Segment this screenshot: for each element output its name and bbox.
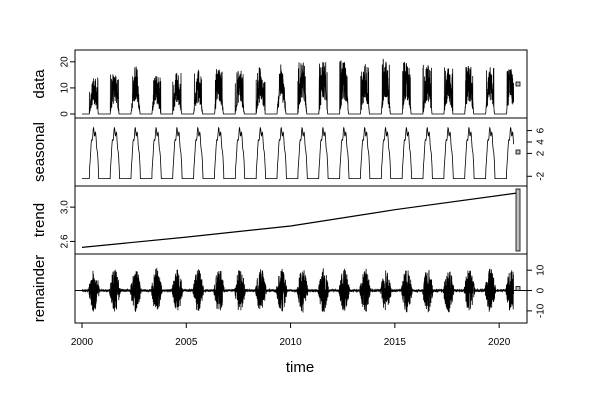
- panel-data: 0 10 20 data: [31, 49, 528, 119]
- y-tick-label-seasonal-2: 4: [536, 139, 547, 145]
- y-axis-trend: 2.6 3.0: [60, 200, 76, 248]
- y-tick-label-seasonal-3: 6: [536, 127, 547, 133]
- y-tick-label-trend-0: 2.6: [60, 234, 71, 248]
- y-tick-label-data-1: 10: [60, 82, 71, 94]
- panel-frame-trend: [74, 185, 528, 255]
- scale-bar-seasonal: [515, 149, 521, 155]
- y-tick-label-remainder-2: 10: [536, 264, 547, 276]
- panel-trend: 2.6 3.0 trend: [31, 185, 528, 255]
- scale-bar-trend: [515, 188, 521, 252]
- y-axis-remainder: -10 0 10: [526, 264, 547, 318]
- x-axis-label: time: [286, 359, 314, 376]
- panel-label-seasonal: seasonal: [31, 122, 48, 182]
- series-trend: [81, 192, 521, 248]
- x-tick-label-3: 2015: [384, 337, 407, 348]
- y-tick-label-data-2: 20: [60, 56, 71, 68]
- x-axis: 2000 2005 2010 2015 2020: [71, 322, 511, 348]
- y-tick-label-remainder-1: 0: [536, 287, 547, 293]
- panel-remainder: -10 0 10 remainder: [31, 253, 547, 324]
- x-tick-label-0: 2000: [71, 337, 94, 348]
- x-tick-label-2: 2010: [279, 337, 302, 348]
- series-data: [82, 58, 514, 115]
- x-tick-label-4: 2020: [488, 337, 511, 348]
- y-tick-label-seasonal-0: -2: [536, 171, 547, 180]
- series-seasonal: [82, 126, 514, 179]
- y-tick-label-remainder-0: -10: [536, 303, 547, 318]
- panel-frame-seasonal: [74, 117, 528, 187]
- panel-seasonal: -2 2 4 6 seasonal: [31, 117, 547, 187]
- panel-label-data: data: [31, 69, 48, 99]
- y-tick-label-data-0: 0: [60, 111, 71, 117]
- scale-bar-remainder: [515, 286, 521, 291]
- panels-layer: 0 10 20 data -2 2 4 6 seasonal 2.6 3.0 trend -10 0 10 r…: [31, 49, 547, 324]
- panel-label-remainder: remainder: [31, 255, 48, 323]
- y-axis-seasonal: -2 2 4 6: [526, 127, 547, 181]
- x-tick-label-1: 2005: [175, 337, 198, 348]
- y-tick-label-seasonal-1: 2: [536, 150, 547, 156]
- panel-label-trend: trend: [31, 203, 48, 237]
- scale-bar-data: [515, 81, 521, 87]
- y-tick-label-trend-1: 3.0: [60, 200, 71, 214]
- y-axis-data: 0 10 20: [60, 56, 76, 117]
- series-remainder: [81, 267, 514, 313]
